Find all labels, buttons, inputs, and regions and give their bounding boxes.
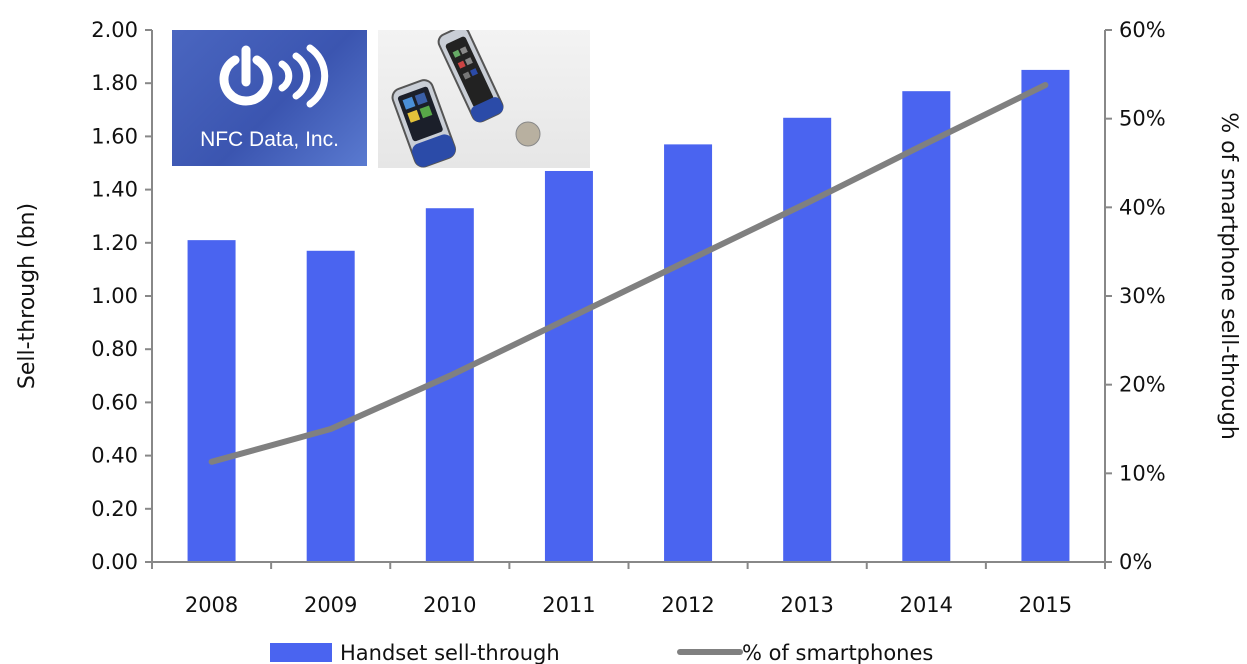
line-point-2008: [211, 461, 213, 463]
line-series: [208, 82, 1049, 465]
left-tick-label: 0.00: [91, 550, 138, 574]
right-tick-label: 30%: [1119, 284, 1166, 308]
left-tick-label: 0.40: [91, 444, 138, 468]
x-tick-label: 2009: [304, 593, 357, 617]
left-tick-label: 1.60: [91, 124, 138, 148]
line-point-2015: [1044, 84, 1046, 86]
right-axis-ticks: 0% 10% 20% 30% 40% 50% 60%: [1105, 18, 1166, 574]
x-tick-label: 2014: [900, 593, 953, 617]
line-point-2009: [330, 428, 332, 430]
left-tick-label: 1.20: [91, 231, 138, 255]
left-axis-ticks: 0.00 0.20 0.40 0.60 0.80 1.00 1.20 1.40 1.60 1.80…: [91, 18, 152, 574]
nfc-logo: NFC Data, Inc.: [172, 30, 367, 166]
left-axis-title: Sell-through (bn): [15, 203, 40, 389]
left-tick-label: 0.20: [91, 497, 138, 521]
right-tick-label: 40%: [1119, 195, 1166, 219]
legend: Handset sell-through % of smartphones: [270, 641, 933, 664]
bar-2015: [1021, 69, 1070, 563]
logo-text: NFC Data, Inc.: [200, 128, 339, 151]
right-axis-title: % of smartphone sell-through: [1216, 112, 1241, 440]
line-point-2014: [925, 142, 927, 144]
right-tick-label: 60%: [1119, 18, 1166, 42]
x-tick-label: 2011: [542, 593, 595, 617]
right-tick-label: 20%: [1119, 373, 1166, 397]
x-axis-ticks: 2008 2009 2010 2011 2012 2013 2014 2015: [151, 562, 1106, 617]
line-point-2011: [568, 317, 570, 319]
line-point-2012: [687, 260, 689, 262]
nfc-power-waves-icon: [219, 44, 329, 108]
right-tick-label: 10%: [1119, 461, 1166, 485]
line-point-2013: [806, 202, 808, 204]
x-tick-label: 2015: [1019, 593, 1072, 617]
right-tick-label: 50%: [1119, 107, 1166, 131]
x-tick-label: 2013: [780, 593, 833, 617]
x-tick-label: 2008: [185, 593, 238, 617]
legend-swatch-bar: [270, 643, 332, 662]
bar-2009: [306, 250, 355, 562]
bar-series: [187, 69, 1070, 563]
x-tick-label: 2010: [423, 593, 476, 617]
nfc-phones-photo: [378, 26, 590, 168]
x-tick-label: 2012: [661, 593, 714, 617]
bar-2013: [783, 117, 832, 562]
bar-2014: [902, 91, 951, 563]
left-tick-label: 0.80: [91, 337, 138, 361]
legend-label-line: % of smartphones: [742, 641, 933, 664]
line-point-2010: [449, 375, 451, 377]
right-tick-label: 0%: [1119, 550, 1152, 574]
left-tick-label: 0.60: [91, 390, 138, 414]
left-tick-label: 1.00: [91, 284, 138, 308]
smartphone-share-line: [208, 82, 1049, 465]
left-tick-label: 1.40: [91, 178, 138, 202]
bar-2012: [664, 144, 713, 562]
left-tick-label: 2.00: [91, 18, 138, 42]
bar-2011: [544, 170, 593, 563]
left-tick-label: 1.80: [91, 71, 138, 95]
legend-label-bar: Handset sell-through: [340, 641, 560, 664]
bar-2008: [187, 240, 236, 562]
